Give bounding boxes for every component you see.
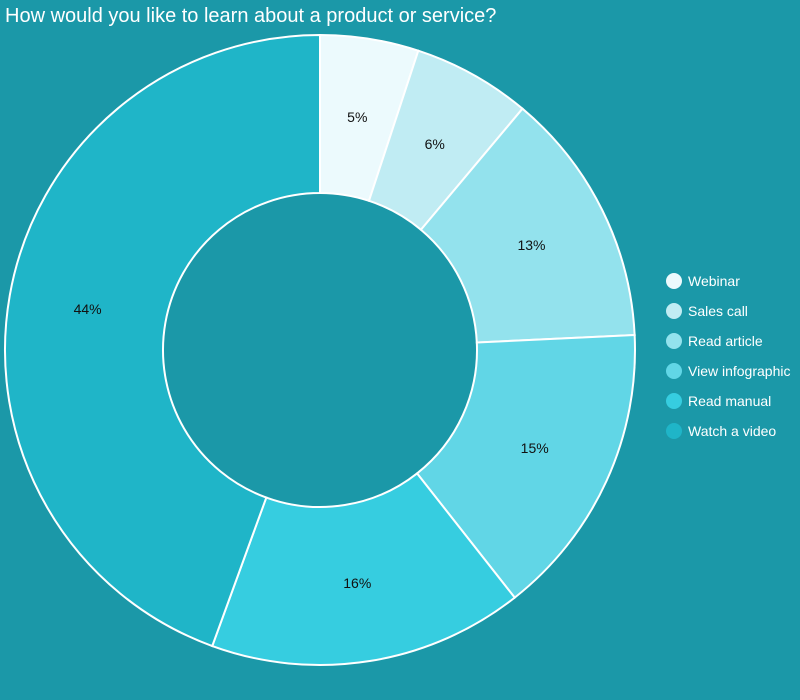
legend-swatch bbox=[666, 423, 682, 439]
legend-swatch bbox=[666, 303, 682, 319]
legend-label: Read article bbox=[688, 333, 763, 349]
legend-swatch bbox=[666, 333, 682, 349]
slice-label-sales-call: 6% bbox=[425, 136, 445, 152]
legend-swatch bbox=[666, 273, 682, 289]
legend-item-sales-call[interactable]: Sales call bbox=[666, 296, 790, 326]
slice-read-manual[interactable] bbox=[210, 472, 517, 666]
legend-label: Watch a video bbox=[688, 423, 777, 439]
legend-swatch bbox=[666, 393, 682, 409]
legend: Webinar Sales call Read article View infogr… bbox=[666, 266, 790, 446]
legend-item-watch-a-video[interactable]: Watch a video bbox=[666, 416, 790, 446]
legend-item-read-manual[interactable]: Read manual bbox=[666, 386, 790, 416]
legend-item-view-infographic[interactable]: View infographic bbox=[666, 356, 790, 386]
slice-label-webinar: 5% bbox=[347, 109, 367, 125]
slice-label-watch-a-video: 44% bbox=[74, 301, 102, 317]
slice-label-read-article: 13% bbox=[517, 237, 545, 253]
legend-item-read-article[interactable]: Read article bbox=[666, 326, 790, 356]
slice-label-view-infographic: 15% bbox=[521, 440, 549, 456]
legend-label: Sales call bbox=[688, 303, 748, 319]
legend-label: Webinar bbox=[688, 273, 740, 289]
slice-watch-a-video[interactable] bbox=[4, 33, 321, 648]
chart-title: How would you like to learn about a prod… bbox=[5, 5, 497, 27]
legend-label: View infographic bbox=[688, 363, 791, 379]
legend-item-webinar[interactable]: Webinar bbox=[666, 266, 790, 296]
slice-view-infographic[interactable] bbox=[415, 333, 636, 600]
slice-label-read-manual: 16% bbox=[343, 575, 371, 591]
legend-swatch bbox=[666, 363, 682, 379]
slice-read-article[interactable] bbox=[419, 107, 636, 344]
legend-label: Read manual bbox=[688, 393, 772, 409]
